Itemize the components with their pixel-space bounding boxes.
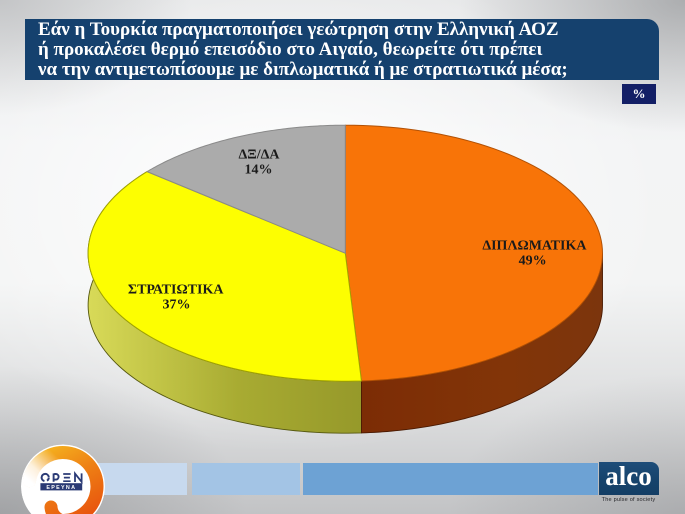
svg-text:ΣΤΡΑΤΙΩΤΙΚΑ: ΣΤΡΑΤΙΩΤΙΚΑ [128, 282, 224, 297]
svg-text:49%: 49% [519, 254, 547, 269]
svg-text:37%: 37% [163, 298, 191, 313]
svg-text:ΔΞ/ΔΑ: ΔΞ/ΔΑ [238, 148, 280, 163]
svg-text:ΔΙΠΛΩΜΑΤΙΚΑ: ΔΙΠΛΩΜΑΤΙΚΑ [482, 239, 587, 254]
svg-text:14%: 14% [245, 163, 273, 178]
svg-text:ΕΡΕΥΝΑ: ΕΡΕΥΝΑ [46, 485, 76, 491]
